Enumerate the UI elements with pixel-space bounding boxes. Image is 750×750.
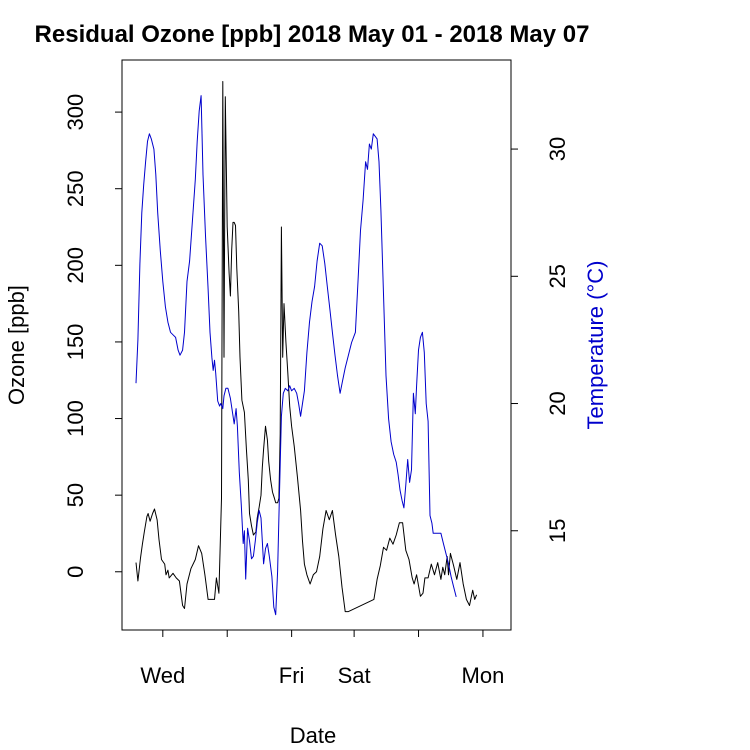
x-tick-label: Fri bbox=[279, 663, 305, 688]
series-ozone-line bbox=[135, 81, 478, 613]
y-axis-label-right: Temperature (°C) bbox=[583, 261, 608, 430]
series-temperature-line bbox=[135, 95, 457, 616]
chart-title: Residual Ozone [ppb] 2018 May 01 - 2018 … bbox=[35, 21, 590, 48]
y2-tick-label: 25 bbox=[545, 264, 570, 288]
y-tick-label: 150 bbox=[63, 324, 88, 361]
x-axis: Wed Fri Sat Mon bbox=[140, 630, 504, 688]
y-tick-label: 100 bbox=[63, 400, 88, 437]
y2-tick-label: 15 bbox=[545, 519, 570, 543]
y-tick-label: 50 bbox=[63, 483, 88, 507]
plot-frame bbox=[121, 59, 512, 631]
x-tick-label: Wed bbox=[140, 663, 185, 688]
plot-area bbox=[135, 81, 478, 616]
y-axis-label-left: Ozone [ppb] bbox=[4, 285, 29, 405]
y-tick-label: 200 bbox=[63, 247, 88, 284]
x-tick-label: Mon bbox=[462, 663, 505, 688]
y-tick-label: 300 bbox=[63, 94, 88, 131]
y2-tick-label: 30 bbox=[545, 137, 570, 161]
x-tick-label: Sat bbox=[338, 663, 371, 688]
y-axis-left: 0 50 100 150 200 250 300 bbox=[63, 94, 122, 578]
y-tick-label: 0 bbox=[63, 566, 88, 578]
y-axis-right: 15 20 25 30 bbox=[511, 137, 570, 543]
y-tick-label: 250 bbox=[63, 170, 88, 207]
y2-tick-label: 20 bbox=[545, 391, 570, 415]
x-axis-label: Date bbox=[290, 723, 336, 748]
